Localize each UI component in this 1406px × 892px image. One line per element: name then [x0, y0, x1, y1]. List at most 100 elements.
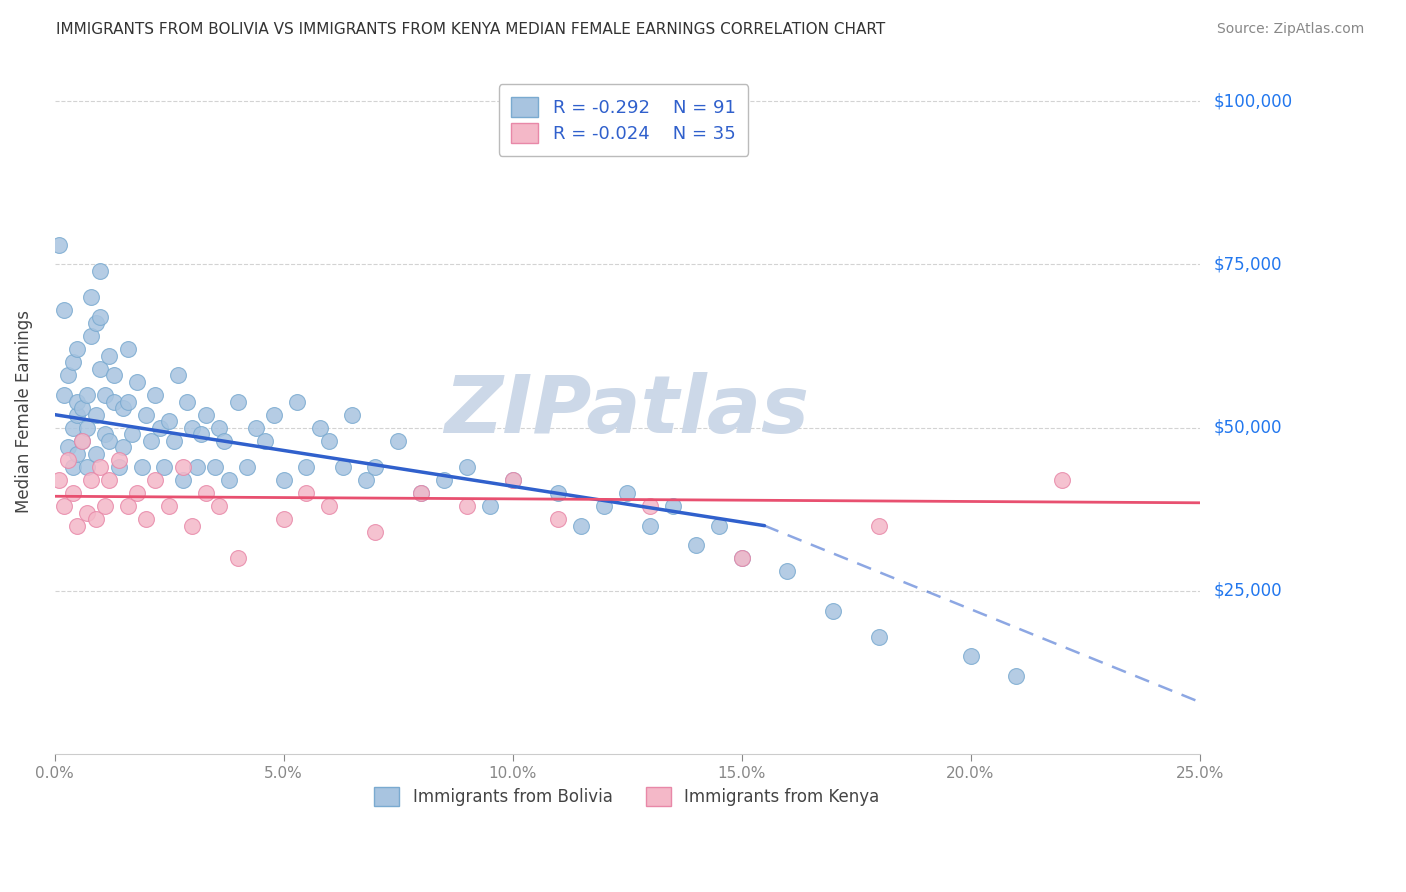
Point	[84, 447, 107, 461]
Point	[112, 440, 135, 454]
Point	[167, 368, 190, 383]
Point	[80, 290, 103, 304]
Point	[662, 499, 685, 513]
Point	[409, 486, 432, 500]
Point	[190, 427, 212, 442]
Point	[186, 459, 208, 474]
Point	[172, 459, 194, 474]
Text: IMMIGRANTS FROM BOLIVIA VS IMMIGRANTS FROM KENYA MEDIAN FEMALE EARNINGS CORRELAT: IMMIGRANTS FROM BOLIVIA VS IMMIGRANTS FR…	[56, 22, 886, 37]
Point	[254, 434, 277, 448]
Point	[181, 420, 204, 434]
Point	[181, 518, 204, 533]
Point	[730, 551, 752, 566]
Point	[112, 401, 135, 416]
Point	[62, 459, 84, 474]
Point	[1050, 473, 1073, 487]
Point	[58, 453, 80, 467]
Point	[80, 473, 103, 487]
Point	[70, 401, 93, 416]
Point	[318, 499, 340, 513]
Point	[569, 518, 592, 533]
Point	[204, 459, 226, 474]
Point	[868, 630, 890, 644]
Point	[66, 343, 89, 357]
Legend: Immigrants from Bolivia, Immigrants from Kenya: Immigrants from Bolivia, Immigrants from…	[366, 779, 889, 814]
Point	[89, 459, 111, 474]
Point	[263, 408, 285, 422]
Point	[157, 499, 180, 513]
Point	[176, 394, 198, 409]
Point	[153, 459, 176, 474]
Point	[98, 349, 121, 363]
Point	[94, 499, 117, 513]
Point	[707, 518, 730, 533]
Point	[1005, 669, 1028, 683]
Point	[52, 303, 75, 318]
Point	[547, 512, 569, 526]
Text: $50,000: $50,000	[1213, 418, 1282, 437]
Point	[295, 459, 318, 474]
Y-axis label: Median Female Earnings: Median Female Earnings	[15, 310, 32, 513]
Text: $100,000: $100,000	[1213, 92, 1292, 111]
Point	[76, 388, 98, 402]
Point	[194, 408, 217, 422]
Point	[52, 499, 75, 513]
Point	[143, 388, 166, 402]
Point	[89, 362, 111, 376]
Point	[823, 603, 845, 617]
Point	[107, 453, 129, 467]
Point	[125, 375, 148, 389]
Point	[89, 310, 111, 324]
Point	[103, 394, 125, 409]
Point	[94, 388, 117, 402]
Point	[117, 394, 139, 409]
Point	[162, 434, 184, 448]
Point	[66, 518, 89, 533]
Point	[776, 565, 799, 579]
Point	[84, 512, 107, 526]
Point	[218, 473, 240, 487]
Point	[332, 459, 354, 474]
Point	[273, 473, 295, 487]
Point	[62, 355, 84, 369]
Point	[959, 649, 981, 664]
Point	[236, 459, 259, 474]
Point	[48, 473, 70, 487]
Point	[70, 434, 93, 448]
Point	[135, 512, 157, 526]
Point	[98, 473, 121, 487]
Point	[593, 499, 616, 513]
Point	[66, 394, 89, 409]
Point	[157, 414, 180, 428]
Point	[66, 408, 89, 422]
Point	[478, 499, 501, 513]
Point	[502, 473, 524, 487]
Point	[117, 343, 139, 357]
Point	[273, 512, 295, 526]
Point	[62, 486, 84, 500]
Point	[94, 427, 117, 442]
Point	[139, 434, 162, 448]
Point	[433, 473, 456, 487]
Point	[226, 551, 249, 566]
Point	[149, 420, 172, 434]
Point	[194, 486, 217, 500]
Point	[208, 420, 231, 434]
Point	[309, 420, 332, 434]
Point	[76, 506, 98, 520]
Point	[143, 473, 166, 487]
Point	[70, 434, 93, 448]
Point	[107, 459, 129, 474]
Point	[172, 473, 194, 487]
Point	[48, 237, 70, 252]
Point	[342, 408, 364, 422]
Point	[226, 394, 249, 409]
Point	[245, 420, 267, 434]
Point	[318, 434, 340, 448]
Point	[364, 525, 387, 540]
Point	[117, 499, 139, 513]
Point	[80, 329, 103, 343]
Point	[638, 518, 661, 533]
Point	[212, 434, 235, 448]
Point	[66, 447, 89, 461]
